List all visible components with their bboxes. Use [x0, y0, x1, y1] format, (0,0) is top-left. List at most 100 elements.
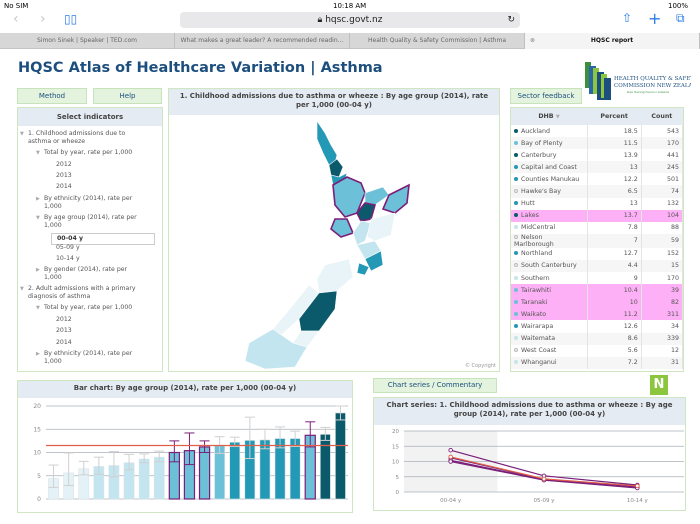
indicator-item[interactable]: ▶ By ethnicity (2014), rate per 1,000 — [36, 350, 146, 366]
sector-feedback-button[interactable]: Sector feedback — [510, 88, 582, 104]
back-icon[interactable]: ‹ — [13, 11, 19, 27]
table-row[interactable]: Northland 12.7 152 — [511, 247, 683, 260]
table-row[interactable]: Tairawhiti 10.4 39 — [511, 284, 683, 297]
method-button[interactable]: Method — [17, 88, 87, 104]
count-cell: 15 — [641, 259, 683, 273]
column-count[interactable]: Count — [641, 108, 683, 125]
table-row[interactable]: Auckland 18.5 543 — [511, 125, 683, 138]
chart-series-commentary-button[interactable]: Chart series / Commentary — [373, 378, 497, 393]
collapse-icon[interactable]: ▼ — [36, 150, 40, 156]
close-tab-icon[interactable]: ⊗ — [530, 37, 536, 44]
reload-icon[interactable]: ↻ — [507, 15, 515, 25]
app-logo-icon[interactable]: N — [650, 375, 668, 395]
svg-text:COMMISSION NEW ZEALAND: COMMISSION NEW ZEALAND — [614, 83, 691, 89]
dhb-cell: Tairawhiti — [511, 284, 588, 297]
table-row[interactable]: Taranaki 10 82 — [511, 296, 683, 309]
count-cell: 170 — [641, 272, 683, 285]
count-cell: 39 — [641, 284, 683, 297]
url-text: hqsc.govt.nz — [325, 15, 383, 25]
map-copyright[interactable]: © Copyright — [464, 363, 496, 369]
table-row[interactable]: Wairarapa 12.6 34 — [511, 320, 683, 333]
legend-dot-icon — [514, 263, 518, 268]
column-dhb[interactable]: DHB ▼ — [511, 108, 587, 125]
share-icon[interactable]: ⇧ — [622, 11, 633, 25]
map-region-bop — [364, 186, 390, 206]
percent-cell: 12.6 — [587, 320, 642, 333]
indicator-label: 2014 — [56, 338, 72, 346]
percent-cell: 12.7 — [587, 247, 642, 260]
table-row[interactable]: Capital and Coast 13 245 — [511, 161, 683, 174]
collapse-icon[interactable]: ▼ — [36, 214, 40, 221]
column-percent[interactable]: Percent — [587, 108, 642, 125]
table-row[interactable]: Nelson Marlborough 7 59 — [511, 233, 683, 248]
help-button[interactable]: Help — [93, 88, 162, 104]
indicator-item[interactable]: ▼ 2. Adult admissions with a primary diag… — [20, 285, 146, 301]
table-row[interactable]: Southern 9 170 — [511, 272, 683, 285]
table-row[interactable]: MidCentral 7.8 88 — [511, 221, 683, 234]
table-row[interactable]: Hutt 13 132 — [511, 197, 683, 210]
table-row[interactable]: Waitemata 8.6 339 — [511, 332, 683, 345]
percent-cell: 10 — [587, 296, 642, 309]
indicator-item[interactable]: 10-14 y — [56, 255, 146, 263]
expand-icon[interactable]: ▶ — [36, 350, 40, 357]
indicator-item[interactable]: 2012 — [56, 161, 146, 169]
collapse-icon[interactable]: ▼ — [20, 286, 24, 293]
indicator-item[interactable]: ▼ Total by year, rate per 1,000 — [36, 149, 146, 157]
indicator-item[interactable]: 2013 — [56, 172, 146, 180]
table-row[interactable]: Counties Manukau 12.2 501 — [511, 173, 683, 186]
dhb-cell: Counties Manukau — [511, 173, 588, 186]
table-row[interactable]: Canterbury 13.9 441 — [511, 149, 683, 162]
tab-hqsc-report[interactable]: ⊗ HQSC report — [525, 33, 700, 49]
legend-dot-icon — [514, 275, 518, 280]
count-cell: 501 — [641, 173, 683, 186]
count-cell: 74 — [641, 185, 683, 198]
table-row[interactable]: South Canterbury 4.4 15 — [511, 259, 683, 273]
nz-map[interactable] — [169, 115, 500, 372]
legend-dot-icon — [514, 140, 518, 145]
dhb-cell: Hawke's Bay — [511, 185, 588, 198]
indicator-item-selected[interactable]: 00-04 y — [51, 232, 155, 245]
map-region-nelson-marlborough — [316, 258, 354, 294]
y-tick-label: 0 — [37, 496, 41, 503]
table-row[interactable]: Lakes 13.7 104 — [511, 209, 683, 222]
indicator-label: 2013 — [56, 327, 72, 335]
indicator-label: Total by year, rate per 1,000 — [44, 304, 133, 312]
collapse-icon[interactable]: ▼ — [20, 131, 24, 137]
indicator-item[interactable]: 2014 — [56, 339, 146, 347]
tabs-icon[interactable]: ⧉ — [676, 11, 685, 25]
expand-icon[interactable]: ▶ — [36, 195, 40, 202]
tab-leader[interactable]: What makes a great leader? A recommended… — [175, 33, 350, 49]
table-row[interactable]: Waikato 11.2 311 — [511, 308, 683, 321]
bookmarks-icon[interactable]: ▯▯ — [64, 12, 78, 26]
address-bar[interactable]: 🔒︎ hqsc.govt.nz ↻ — [180, 12, 520, 28]
sort-icon[interactable]: ▼ — [555, 114, 560, 120]
forward-icon[interactable]: › — [40, 11, 46, 27]
collapse-icon[interactable]: ▼ — [36, 305, 40, 312]
indicator-item[interactable]: 2012 — [56, 316, 146, 324]
percent-cell: 11.2 — [587, 308, 642, 321]
legend-dot-icon — [514, 225, 518, 230]
tab-ted[interactable]: Simon Sinek | Speaker | TED.com — [0, 33, 175, 49]
percent-cell: 5.6 — [587, 344, 642, 357]
expand-icon[interactable]: ▶ — [36, 267, 40, 274]
table-row[interactable]: Hawke's Bay 6.5 74 — [511, 185, 683, 198]
map-region-taranaki — [330, 218, 355, 238]
indicator-item[interactable]: 2014 — [56, 183, 146, 191]
dhb-cell: Nelson Marlborough — [511, 233, 588, 248]
indicator-item[interactable]: ▶ By ethnicity (2014), rate per 1,000 — [36, 195, 146, 211]
count-cell: 543 — [641, 125, 683, 138]
tab-hqsc-asthma[interactable]: Health Quality & Safety Commission | Ast… — [350, 33, 525, 49]
table-row[interactable]: West Coast 5.6 12 — [511, 344, 683, 357]
indicator-item[interactable]: ▼ 1. Childhood admissions due to asthma o… — [20, 130, 146, 146]
table-row[interactable]: Bay of Plenty 11.5 170 — [511, 137, 683, 150]
indicator-item[interactable]: ▶ By gender (2014), rate per 1,000 — [36, 266, 146, 282]
table-row[interactable]: Whanganui 7.2 31 — [511, 356, 683, 369]
percent-cell: 4.4 — [587, 259, 642, 273]
indicator-item[interactable]: ▼ By age group (2014), rate per 1,000 — [36, 214, 146, 230]
new-tab-icon[interactable]: + — [648, 9, 662, 28]
indicator-item[interactable]: ▼ Total by year, rate per 1,000 — [36, 304, 146, 312]
map-region-southern — [244, 328, 308, 370]
indicator-item[interactable]: 2013 — [56, 327, 146, 335]
legend-dot-icon — [514, 287, 518, 292]
indicator-item[interactable]: 05-09 y — [56, 244, 146, 252]
